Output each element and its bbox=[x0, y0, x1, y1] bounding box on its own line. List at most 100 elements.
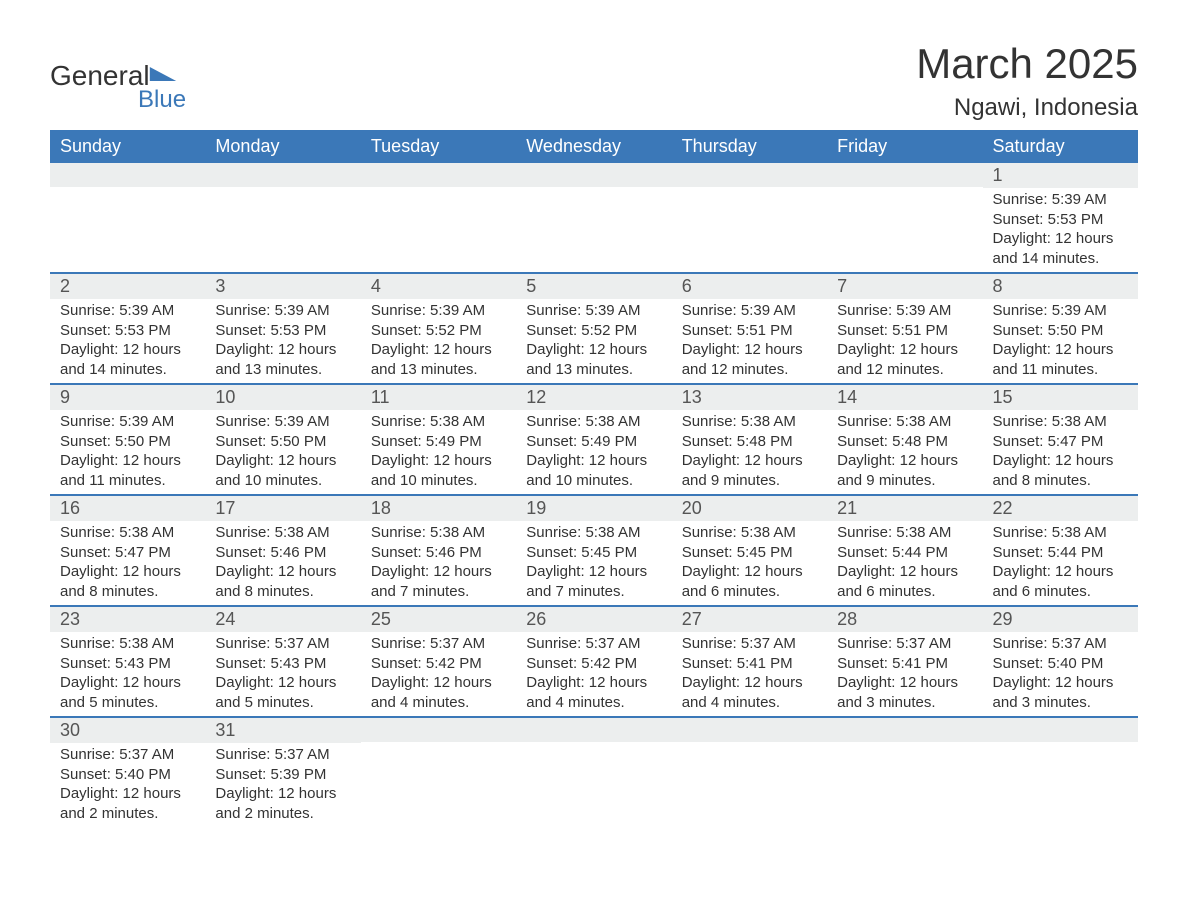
calendar-cell bbox=[672, 163, 827, 272]
day-number bbox=[672, 718, 827, 742]
sunrise-line: Sunrise: 5:38 AM bbox=[837, 523, 972, 543]
day-number bbox=[827, 163, 982, 187]
sunset-line: Sunset: 5:51 PM bbox=[837, 321, 972, 341]
daylight-line: Daylight: 12 hours and 4 minutes. bbox=[526, 673, 661, 712]
sunset-line: Sunset: 5:47 PM bbox=[60, 543, 195, 563]
sunset-line: Sunset: 5:43 PM bbox=[60, 654, 195, 674]
sunrise-line: Sunrise: 5:39 AM bbox=[215, 301, 350, 321]
calendar-cell: 13Sunrise: 5:38 AMSunset: 5:48 PMDayligh… bbox=[672, 385, 827, 494]
sunset-line: Sunset: 5:42 PM bbox=[371, 654, 506, 674]
sunrise-line: Sunrise: 5:39 AM bbox=[682, 301, 817, 321]
day-details: Sunrise: 5:39 AMSunset: 5:50 PMDaylight:… bbox=[205, 410, 360, 494]
calendar: Sunday Monday Tuesday Wednesday Thursday… bbox=[50, 130, 1138, 827]
day-details: Sunrise: 5:39 AMSunset: 5:53 PMDaylight:… bbox=[50, 299, 205, 383]
day-number: 2 bbox=[50, 274, 205, 299]
daylight-line: Daylight: 12 hours and 10 minutes. bbox=[215, 451, 350, 490]
day-details: Sunrise: 5:37 AMSunset: 5:40 PMDaylight:… bbox=[983, 632, 1138, 716]
day-details bbox=[205, 187, 360, 263]
calendar-cell: 28Sunrise: 5:37 AMSunset: 5:41 PMDayligh… bbox=[827, 607, 982, 716]
day-details: Sunrise: 5:37 AMSunset: 5:41 PMDaylight:… bbox=[827, 632, 982, 716]
sunrise-line: Sunrise: 5:39 AM bbox=[371, 301, 506, 321]
sunrise-line: Sunrise: 5:39 AM bbox=[993, 301, 1128, 321]
day-number bbox=[672, 163, 827, 187]
daylight-line: Daylight: 12 hours and 2 minutes. bbox=[215, 784, 350, 823]
daylight-line: Daylight: 12 hours and 12 minutes. bbox=[682, 340, 817, 379]
calendar-cell: 4Sunrise: 5:39 AMSunset: 5:52 PMDaylight… bbox=[361, 274, 516, 383]
day-details: Sunrise: 5:38 AMSunset: 5:45 PMDaylight:… bbox=[516, 521, 671, 605]
calendar-cell: 18Sunrise: 5:38 AMSunset: 5:46 PMDayligh… bbox=[361, 496, 516, 605]
daylight-line: Daylight: 12 hours and 2 minutes. bbox=[60, 784, 195, 823]
calendar-cell: 21Sunrise: 5:38 AMSunset: 5:44 PMDayligh… bbox=[827, 496, 982, 605]
sunset-line: Sunset: 5:53 PM bbox=[60, 321, 195, 341]
day-number: 10 bbox=[205, 385, 360, 410]
day-number: 22 bbox=[983, 496, 1138, 521]
day-details: Sunrise: 5:39 AMSunset: 5:50 PMDaylight:… bbox=[50, 410, 205, 494]
sunset-line: Sunset: 5:48 PM bbox=[682, 432, 817, 452]
sunrise-line: Sunrise: 5:37 AM bbox=[526, 634, 661, 654]
calendar-cell bbox=[983, 718, 1138, 827]
daylight-line: Daylight: 12 hours and 8 minutes. bbox=[60, 562, 195, 601]
sunset-line: Sunset: 5:41 PM bbox=[682, 654, 817, 674]
calendar-cell: 3Sunrise: 5:39 AMSunset: 5:53 PMDaylight… bbox=[205, 274, 360, 383]
sunrise-line: Sunrise: 5:37 AM bbox=[60, 745, 195, 765]
daylight-line: Daylight: 12 hours and 4 minutes. bbox=[682, 673, 817, 712]
sunrise-line: Sunrise: 5:39 AM bbox=[993, 190, 1128, 210]
sunset-line: Sunset: 5:49 PM bbox=[526, 432, 661, 452]
day-number: 27 bbox=[672, 607, 827, 632]
sunrise-line: Sunrise: 5:37 AM bbox=[993, 634, 1128, 654]
sunset-line: Sunset: 5:48 PM bbox=[837, 432, 972, 452]
calendar-cell: 15Sunrise: 5:38 AMSunset: 5:47 PMDayligh… bbox=[983, 385, 1138, 494]
sunrise-line: Sunrise: 5:38 AM bbox=[682, 412, 817, 432]
calendar-cell: 1Sunrise: 5:39 AMSunset: 5:53 PMDaylight… bbox=[983, 163, 1138, 272]
calendar-cell bbox=[205, 163, 360, 272]
daylight-line: Daylight: 12 hours and 6 minutes. bbox=[837, 562, 972, 601]
sunrise-line: Sunrise: 5:38 AM bbox=[60, 523, 195, 543]
sunset-line: Sunset: 5:40 PM bbox=[993, 654, 1128, 674]
calendar-cell: 27Sunrise: 5:37 AMSunset: 5:41 PMDayligh… bbox=[672, 607, 827, 716]
day-details: Sunrise: 5:38 AMSunset: 5:49 PMDaylight:… bbox=[361, 410, 516, 494]
sunrise-line: Sunrise: 5:39 AM bbox=[837, 301, 972, 321]
daylight-line: Daylight: 12 hours and 14 minutes. bbox=[993, 229, 1128, 268]
calendar-cell: 6Sunrise: 5:39 AMSunset: 5:51 PMDaylight… bbox=[672, 274, 827, 383]
calendar-cell: 10Sunrise: 5:39 AMSunset: 5:50 PMDayligh… bbox=[205, 385, 360, 494]
day-details: Sunrise: 5:38 AMSunset: 5:43 PMDaylight:… bbox=[50, 632, 205, 716]
sunset-line: Sunset: 5:46 PM bbox=[215, 543, 350, 563]
sunrise-line: Sunrise: 5:38 AM bbox=[371, 523, 506, 543]
daylight-line: Daylight: 12 hours and 6 minutes. bbox=[682, 562, 817, 601]
day-number: 30 bbox=[50, 718, 205, 743]
sunrise-line: Sunrise: 5:38 AM bbox=[993, 412, 1128, 432]
sunrise-line: Sunrise: 5:39 AM bbox=[215, 412, 350, 432]
daylight-line: Daylight: 12 hours and 13 minutes. bbox=[526, 340, 661, 379]
sunset-line: Sunset: 5:45 PM bbox=[526, 543, 661, 563]
day-number: 6 bbox=[672, 274, 827, 299]
day-number bbox=[516, 163, 671, 187]
sunrise-line: Sunrise: 5:38 AM bbox=[371, 412, 506, 432]
calendar-week-row: 1Sunrise: 5:39 AMSunset: 5:53 PMDaylight… bbox=[50, 163, 1138, 272]
sunrise-line: Sunrise: 5:37 AM bbox=[682, 634, 817, 654]
daylight-line: Daylight: 12 hours and 13 minutes. bbox=[215, 340, 350, 379]
day-number: 11 bbox=[361, 385, 516, 410]
sunset-line: Sunset: 5:44 PM bbox=[993, 543, 1128, 563]
calendar-cell: 25Sunrise: 5:37 AMSunset: 5:42 PMDayligh… bbox=[361, 607, 516, 716]
sunset-line: Sunset: 5:50 PM bbox=[993, 321, 1128, 341]
day-number: 20 bbox=[672, 496, 827, 521]
day-number bbox=[361, 163, 516, 187]
day-details: Sunrise: 5:38 AMSunset: 5:49 PMDaylight:… bbox=[516, 410, 671, 494]
sunrise-line: Sunrise: 5:37 AM bbox=[215, 745, 350, 765]
day-number: 21 bbox=[827, 496, 982, 521]
calendar-cell: 12Sunrise: 5:38 AMSunset: 5:49 PMDayligh… bbox=[516, 385, 671, 494]
calendar-cell bbox=[516, 718, 671, 827]
day-number bbox=[361, 718, 516, 742]
day-details: Sunrise: 5:38 AMSunset: 5:47 PMDaylight:… bbox=[983, 410, 1138, 494]
calendar-week-row: 2Sunrise: 5:39 AMSunset: 5:53 PMDaylight… bbox=[50, 272, 1138, 383]
sunrise-line: Sunrise: 5:38 AM bbox=[215, 523, 350, 543]
day-details bbox=[827, 187, 982, 263]
day-details: Sunrise: 5:39 AMSunset: 5:52 PMDaylight:… bbox=[516, 299, 671, 383]
calendar-cell bbox=[361, 718, 516, 827]
day-details: Sunrise: 5:38 AMSunset: 5:46 PMDaylight:… bbox=[205, 521, 360, 605]
day-number: 3 bbox=[205, 274, 360, 299]
sunset-line: Sunset: 5:53 PM bbox=[215, 321, 350, 341]
day-details bbox=[361, 187, 516, 263]
sunset-line: Sunset: 5:49 PM bbox=[371, 432, 506, 452]
day-number: 26 bbox=[516, 607, 671, 632]
